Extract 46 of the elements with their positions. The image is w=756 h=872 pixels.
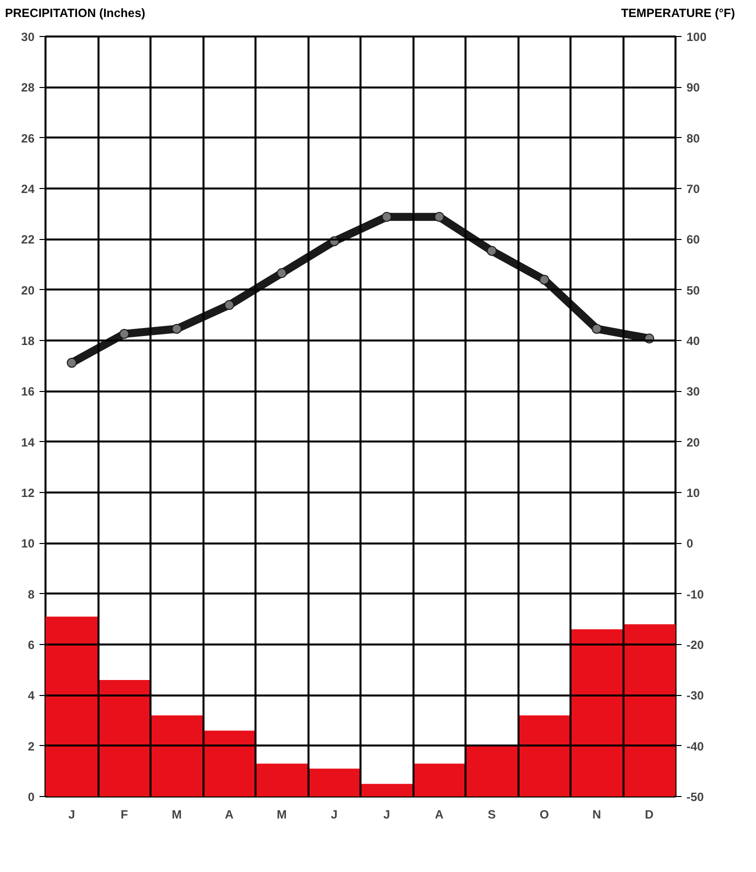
- y2-tick-label: 20: [686, 435, 700, 450]
- y2-tick-label: -30: [686, 688, 704, 703]
- x-tick-label: M: [172, 808, 182, 822]
- y2-tick-label: 50: [686, 283, 700, 298]
- x-tick-label: J: [330, 808, 338, 822]
- y-tick-label: 4: [28, 688, 35, 703]
- y2-tick-label: -10: [686, 587, 704, 602]
- y2-tick-label: 70: [686, 182, 700, 196]
- y2-tick-label: -50: [686, 790, 704, 804]
- x-tick-label: M: [276, 808, 287, 822]
- y2-tick-label: 80: [686, 131, 700, 146]
- y-tick-label: 10: [21, 536, 35, 551]
- x-tick-label: O: [540, 808, 549, 822]
- y2-tick-label: -20: [686, 638, 704, 652]
- y2-tick-label: 0: [686, 536, 694, 551]
- y2-tick-label: 60: [686, 232, 700, 247]
- y2-tick-label: 30: [686, 384, 700, 399]
- y-tick-label: 0: [28, 790, 35, 804]
- x-tick-label: A: [224, 808, 234, 822]
- y-tick-label: 8: [28, 587, 35, 602]
- x-tick-label: J: [68, 808, 76, 822]
- y-tick-label: 22: [21, 232, 35, 247]
- x-tick-label: S: [488, 808, 496, 822]
- y2-tick-label: 90: [686, 80, 700, 95]
- y2-tick-label: 100: [686, 30, 707, 44]
- y2-tick-label: 40: [686, 334, 700, 348]
- y-tick-label: 28: [21, 80, 35, 95]
- x-tick-label: J: [383, 808, 390, 822]
- y-axis-title: PRECIPITATION (Inches): [5, 5, 146, 22]
- y-tick-label: 6: [28, 638, 35, 652]
- x-tick-label: F: [120, 808, 128, 822]
- x-tick-label: N: [592, 808, 602, 822]
- y-tick-label: 24: [21, 182, 35, 196]
- y-tick-label: 14: [21, 435, 35, 450]
- x-tick-label: D: [644, 808, 654, 822]
- y-tick-label: 18: [21, 334, 35, 348]
- y-tick-label: 30: [21, 30, 35, 44]
- y2-axis-title: TEMPERATURE (°F): [621, 5, 735, 22]
- y2-tick-label: 10: [686, 486, 700, 500]
- x-tick-label: A: [434, 808, 444, 822]
- y-tick-label: 12: [21, 486, 35, 500]
- y-tick-label: 26: [21, 131, 35, 146]
- y-tick-label: 16: [21, 384, 35, 399]
- y2-tick-label: -40: [686, 739, 704, 754]
- y-tick-label: 2: [28, 739, 35, 754]
- y-tick-label: 20: [21, 283, 35, 298]
